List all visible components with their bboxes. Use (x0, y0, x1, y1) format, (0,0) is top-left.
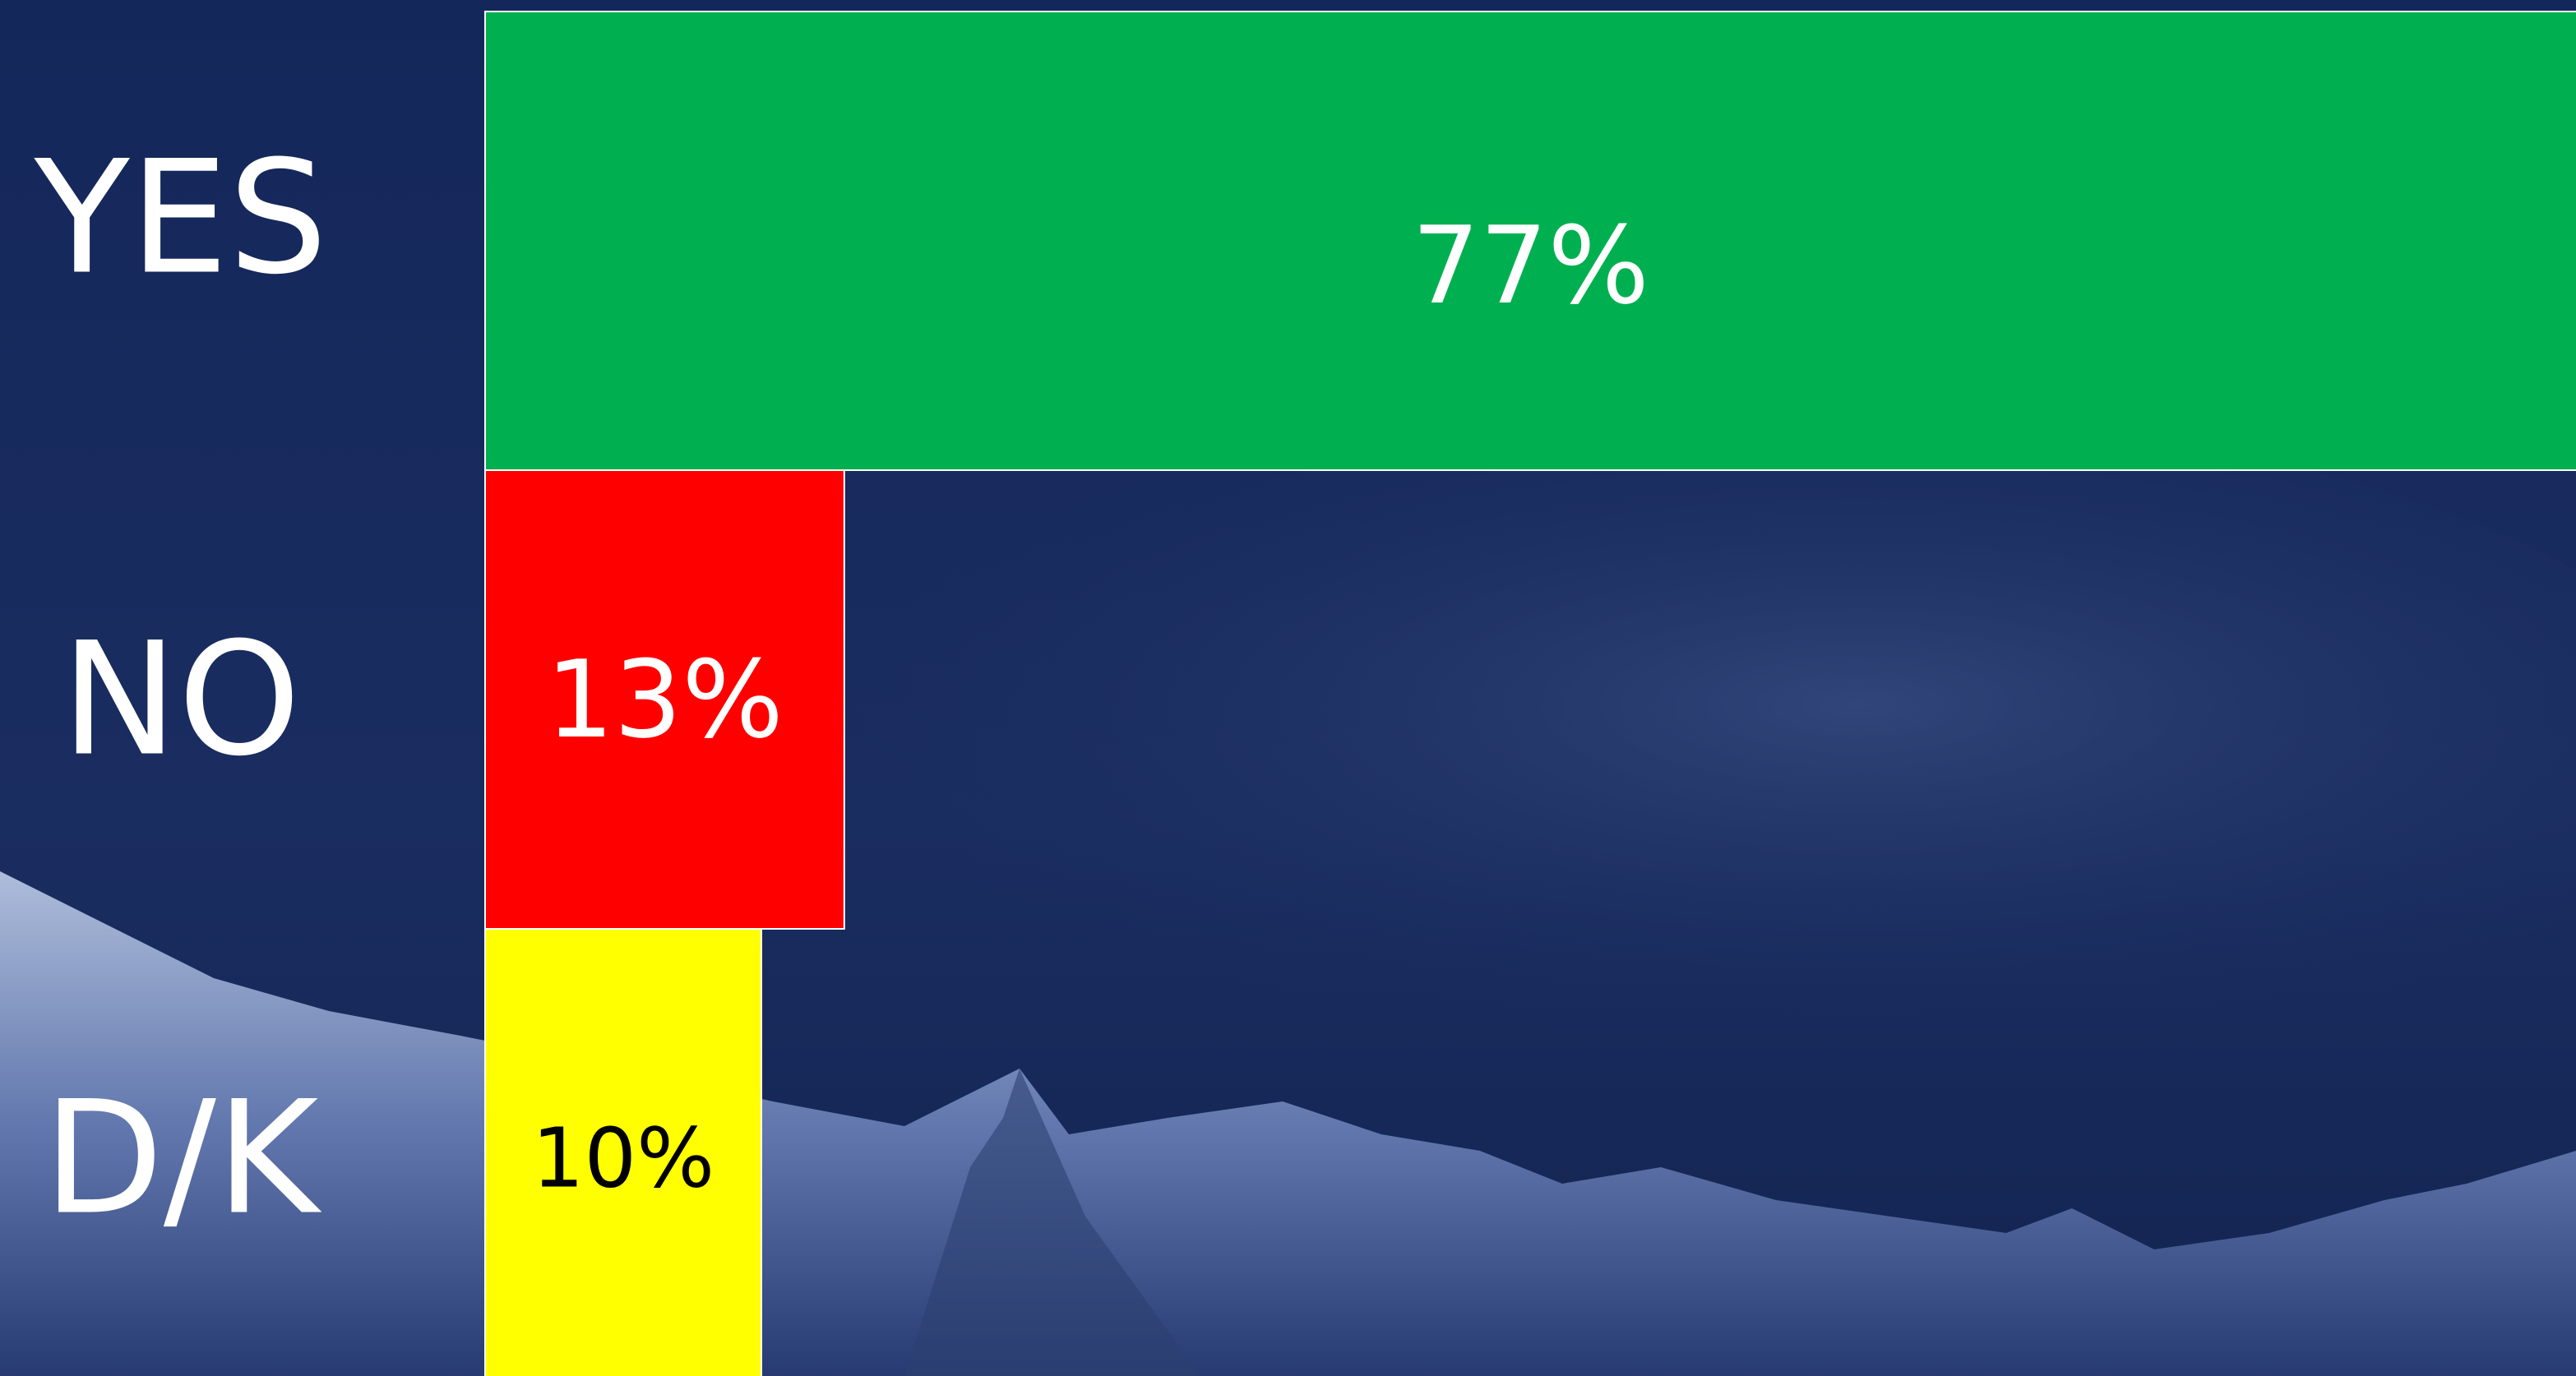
page: YES77%NO13%D/K10% (() => { const data = … (0, 0, 2576, 1376)
value-label: 10% (532, 1110, 715, 1207)
category-label: YES (34, 127, 328, 309)
value-label: 13% (546, 637, 784, 762)
value-label: 77% (1412, 203, 1649, 328)
category-label: D/K (44, 1068, 322, 1249)
category-label: NO (61, 609, 301, 791)
chart: YES 77% NO 13% D/K 10% (0, 0, 2576, 1376)
